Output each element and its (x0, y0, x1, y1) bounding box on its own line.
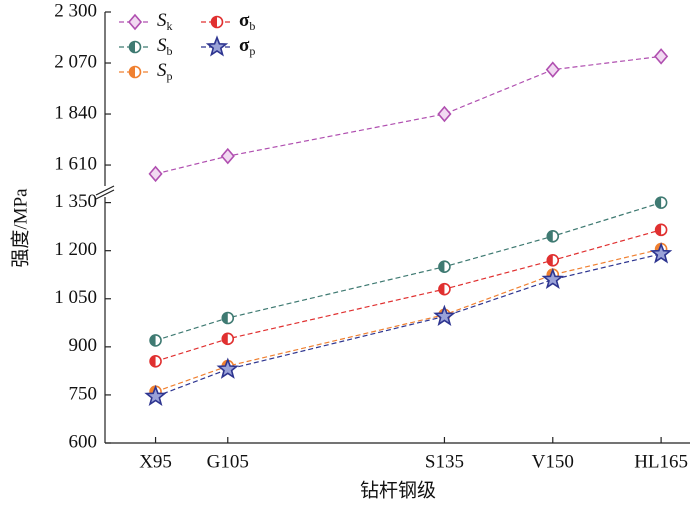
data-point (438, 260, 451, 274)
data-point (438, 282, 451, 296)
legend-label: Sb (157, 35, 173, 57)
y-tick-label: 1 610 (54, 153, 97, 174)
legend-label: σb (239, 10, 255, 32)
marker-half (222, 333, 228, 345)
x-tick-label: V150 (532, 451, 574, 472)
y-tick-label: 1 200 (54, 239, 97, 260)
data-point (221, 332, 235, 346)
legend-marker (205, 35, 229, 57)
legend-label: Sp (157, 60, 173, 82)
data-point (148, 165, 163, 183)
data-point (149, 334, 162, 347)
data-point (437, 105, 452, 123)
marker-half (655, 224, 662, 236)
marker (541, 267, 564, 290)
legend-marker (128, 40, 142, 54)
marker (433, 304, 456, 326)
marker (220, 147, 235, 165)
data-point (654, 196, 668, 209)
x-tick-label: G105 (207, 451, 249, 472)
axis-break (95, 185, 115, 196)
marker-half (150, 355, 156, 367)
marker-half (222, 312, 228, 324)
y-tick-label: 1 840 (54, 102, 97, 123)
data-point (649, 242, 673, 264)
x-tick-label: S135 (425, 451, 464, 472)
y-tick-label: 750 (69, 383, 98, 404)
series-line (155, 55, 662, 175)
marker (144, 384, 167, 407)
marker (649, 242, 673, 264)
data-point (546, 254, 560, 267)
x-axis-label: 钻杆钢级 (360, 479, 436, 501)
marker (127, 13, 143, 31)
data-point (654, 48, 669, 65)
x-tick-label: HL165 (634, 451, 688, 472)
data-point (433, 304, 456, 326)
data-point (221, 311, 235, 325)
legend-label: σp (239, 35, 255, 57)
legend-marker (210, 15, 224, 29)
marker-half (129, 41, 135, 53)
marker-half (211, 16, 217, 28)
y-tick-label: 2 070 (54, 51, 97, 72)
data-point (144, 384, 167, 407)
data-point (546, 229, 560, 243)
legend-marker (127, 13, 143, 31)
marker-half (150, 334, 156, 346)
data-point (654, 223, 668, 237)
marker (216, 357, 239, 379)
marker-half (438, 261, 445, 273)
y-tick-label: 900 (69, 335, 98, 356)
axis-break (95, 189, 115, 200)
data-point (545, 61, 560, 78)
marker-half (547, 254, 553, 266)
marker-half (129, 66, 135, 78)
marker-half (547, 230, 553, 242)
y-tick-label: 2 300 (54, 0, 97, 21)
marker-half (438, 283, 445, 295)
y-tick-label: 1 350 (54, 191, 97, 212)
marker-half (655, 197, 662, 209)
legend-marker (128, 65, 142, 79)
marker (148, 165, 163, 183)
y-axis-label: 强度/MPa (9, 188, 31, 268)
marker (437, 105, 452, 123)
marker (654, 48, 669, 65)
y-tick-label: 600 (69, 431, 98, 452)
data-point (220, 147, 235, 165)
x-tick-label: X95 (139, 451, 172, 472)
marker (545, 61, 560, 78)
data-point (149, 354, 162, 368)
legend-label: Sk (157, 10, 173, 32)
y-tick-label: 1 050 (54, 287, 97, 308)
marker (205, 35, 229, 57)
data-point (216, 357, 239, 379)
data-point (541, 267, 564, 290)
